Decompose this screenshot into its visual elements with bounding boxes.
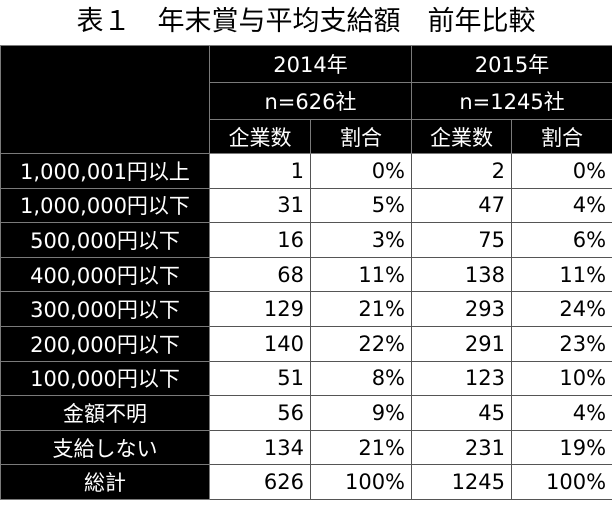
row-label: 300,000円以下 bbox=[0, 291, 210, 327]
ratio-2014-cell: 5% bbox=[309, 187, 413, 224]
companies-2015-cell: 45 bbox=[411, 395, 513, 431]
ratio-2015-cell: 4% bbox=[511, 187, 612, 224]
table-row: 400,000円以下 68 11% 138 11% bbox=[0, 256, 612, 293]
row-label: 支給しない bbox=[0, 429, 210, 466]
table-row: 100,000円以下 51 8% 123 10% bbox=[0, 360, 612, 397]
companies-2014-cell: 31 bbox=[209, 187, 311, 224]
row-label: 1,000,001円以上 bbox=[0, 153, 210, 189]
ratio-2014-cell: 22% bbox=[309, 325, 413, 362]
header-row-count: n=626社 n=1245社 bbox=[1, 82, 612, 120]
header-companies-2014: 企業数 bbox=[209, 119, 311, 154]
table-body: 2014年 2015年 n=626社 n=1245社 企業数 割合 企業数 割合… bbox=[0, 45, 612, 500]
header-year-2015: 2015年 bbox=[411, 45, 612, 83]
companies-2014-cell: 140 bbox=[209, 325, 311, 362]
companies-2014-cell: 129 bbox=[209, 291, 311, 327]
table-row: 1,000,000円以下 31 5% 47 4% bbox=[0, 187, 612, 224]
ratio-2014-cell: 8% bbox=[309, 360, 413, 397]
companies-2014-cell: 56 bbox=[209, 395, 311, 431]
header-companies-2015: 企業数 bbox=[411, 119, 513, 154]
row-label: 200,000円以下 bbox=[0, 325, 210, 362]
header-blank-cell bbox=[0, 45, 210, 154]
ratio-2014-cell: 3% bbox=[309, 222, 413, 258]
row-label: 金額不明 bbox=[0, 395, 210, 431]
row-label: 500,000円以下 bbox=[0, 222, 210, 258]
header-row-year: 2014年 2015年 bbox=[0, 45, 612, 154]
ratio-2015-cell: 23% bbox=[511, 325, 612, 362]
ratio-2014-cell: 100% bbox=[309, 464, 413, 500]
companies-2015-cell: 47 bbox=[411, 187, 513, 224]
companies-2014-cell: 1 bbox=[209, 153, 311, 189]
table-title: 表１ 年末賞与平均支給額 前年比較 bbox=[76, 6, 536, 37]
ratio-2014-cell: 9% bbox=[309, 395, 413, 431]
header-n-2015: n=1245社 bbox=[411, 82, 612, 120]
companies-2015-cell: 293 bbox=[411, 291, 513, 327]
ratio-2014-cell: 0% bbox=[309, 153, 413, 189]
header-n-2014: n=626社 bbox=[208, 82, 413, 120]
companies-2014-cell: 626 bbox=[209, 464, 311, 500]
companies-2015-cell: 75 bbox=[411, 222, 513, 258]
ratio-2015-cell: 10% bbox=[511, 360, 612, 397]
ratio-2015-cell: 100% bbox=[511, 464, 612, 500]
ratio-2014-cell: 21% bbox=[309, 291, 413, 327]
ratio-2015-cell: 6% bbox=[511, 222, 612, 258]
header-ratio-2015: 割合 bbox=[511, 119, 612, 154]
companies-2014-cell: 16 bbox=[209, 222, 311, 258]
companies-2014-cell: 51 bbox=[209, 360, 311, 397]
row-label: 400,000円以下 bbox=[0, 256, 210, 293]
companies-2015-cell: 2 bbox=[411, 153, 513, 189]
header-row-columns: 企業数 割合 企業数 割合 bbox=[1, 119, 612, 154]
header-ratio-2014: 割合 bbox=[309, 119, 413, 154]
ratio-2015-cell: 0% bbox=[511, 153, 612, 189]
bonus-comparison-table: 2014年 2015年 n=626社 n=1245社 企業数 割合 企業数 割合… bbox=[0, 45, 612, 500]
companies-2015-cell: 1245 bbox=[411, 464, 513, 500]
companies-2015-cell: 123 bbox=[411, 360, 513, 397]
companies-2014-cell: 68 bbox=[209, 256, 311, 293]
ratio-2015-cell: 24% bbox=[511, 291, 612, 327]
companies-2015-cell: 291 bbox=[411, 325, 513, 362]
header-year-2014: 2014年 bbox=[208, 45, 413, 83]
row-label: 1,000,000円以下 bbox=[0, 187, 210, 224]
row-label: 100,000円以下 bbox=[0, 360, 210, 397]
table-row: 支給しない 134 21% 231 19% bbox=[0, 429, 612, 466]
ratio-2015-cell: 19% bbox=[511, 429, 612, 466]
companies-2015-cell: 138 bbox=[411, 256, 513, 293]
table-row: 500,000円以下 16 3% 75 6% bbox=[0, 222, 612, 258]
table-row: 300,000円以下 129 21% 293 24% bbox=[0, 291, 612, 327]
ratio-2014-cell: 11% bbox=[309, 256, 413, 293]
row-label: 総計 bbox=[0, 464, 210, 500]
ratio-2015-cell: 11% bbox=[511, 256, 612, 293]
ratio-2015-cell: 4% bbox=[511, 395, 612, 431]
table-row: 1,000,001円以上 1 0% 2 0% bbox=[0, 153, 612, 189]
companies-2015-cell: 231 bbox=[411, 429, 513, 466]
table-row: 200,000円以下 140 22% 291 23% bbox=[0, 325, 612, 362]
table-row: 金額不明 56 9% 45 4% bbox=[0, 395, 612, 431]
companies-2014-cell: 134 bbox=[209, 429, 311, 466]
table-row: 総計 626 100% 1245 100% bbox=[0, 464, 612, 500]
ratio-2014-cell: 21% bbox=[309, 429, 413, 466]
